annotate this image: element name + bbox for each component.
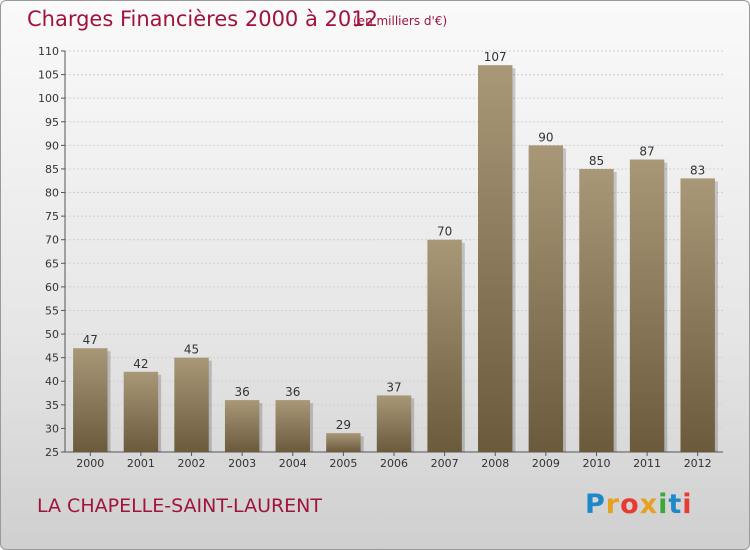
y-tick-label: 80 [45,187,59,200]
logo-letter: r [605,489,621,520]
x-tick-label: 2012 [684,457,712,470]
y-tick-label: 30 [45,422,59,435]
data-label: 87 [639,145,654,159]
y-tick-label: 40 [45,375,59,388]
label-layer: 25 30 35 40 45 50 55 60 65 70 75 80 85 90 95 100 105 110 4… [38,45,712,470]
y-tick-label: 45 [45,352,59,365]
x-tick-label: 2010 [582,457,610,470]
y-tick-label: 100 [38,92,59,105]
y-tick-label: 35 [45,399,59,412]
data-label: 42 [133,357,148,371]
y-tick-label: 90 [45,139,59,152]
x-tick-label: 2004 [279,457,307,470]
bar [528,145,564,452]
y-tick-label: 75 [45,210,59,223]
y-tick-label: 95 [45,116,59,129]
bar [174,357,209,452]
data-label: 70 [437,225,452,239]
bar [73,348,108,452]
y-tick-label: 105 [38,69,59,82]
y-tick-label: 85 [45,163,59,176]
bar-layer [73,65,718,453]
bar [478,65,513,452]
x-tick-label: 2006 [380,457,408,470]
bar [680,178,715,452]
y-tick-label: 70 [45,234,59,247]
bar [123,371,159,452]
logo-letter: i [658,489,669,520]
y-tick-label: 65 [45,257,59,270]
y-tick-label: 110 [38,45,59,58]
x-tick-label: 2008 [481,457,509,470]
y-tick-label: 25 [45,446,59,459]
x-tick-label: 2002 [178,457,206,470]
logo-letter: o [620,489,640,520]
x-tick-label: 2000 [76,457,104,470]
y-tick-label: 60 [45,281,59,294]
chart-subtitle: (en milliers d'€) [353,14,448,28]
bar [629,159,665,452]
data-label: 45 [184,343,199,357]
bar [427,239,462,452]
bar [275,400,310,452]
logo-letter: x [639,489,659,520]
x-tick-label: 2005 [329,457,357,470]
x-tick-label: 2011 [633,457,661,470]
x-tick-label: 2009 [532,457,560,470]
x-tick-label: 2007 [431,457,459,470]
data-label: 85 [589,154,604,168]
proxiti-logo: Proxiti [585,489,693,520]
data-label: 107 [484,50,507,64]
data-label: 37 [386,380,401,394]
y-tick-label: 55 [45,304,59,317]
logo-letter: P [585,489,606,520]
bar [579,168,614,453]
data-label: 29 [336,418,351,432]
x-tick-label: 2001 [127,457,155,470]
data-label: 36 [235,385,250,399]
bar [326,433,361,452]
data-label: 47 [83,333,98,347]
x-tick-label: 2003 [228,457,256,470]
bar [376,395,412,452]
logo-letter: i [682,489,693,520]
data-label: 36 [285,385,300,399]
location-name: LA CHAPELLE-SAINT-LAURENT [37,495,322,517]
y-tick-label: 50 [45,328,59,341]
data-label: 83 [690,163,705,177]
data-label: 90 [538,130,553,144]
logo-letter: t [668,489,683,520]
chart-title: Charges Financières 2000 à 2012 [27,7,378,31]
bar [224,400,260,452]
